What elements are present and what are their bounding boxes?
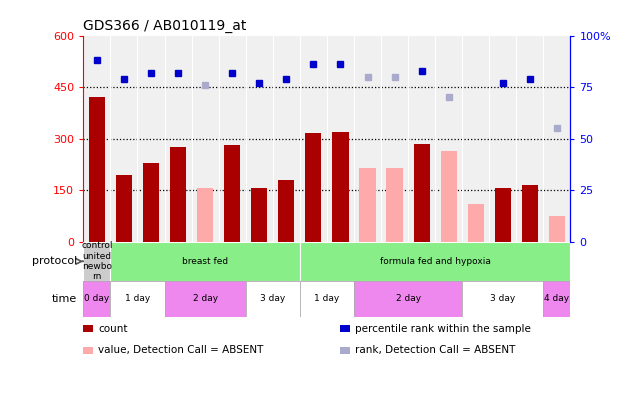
Bar xyxy=(88,97,105,242)
Text: percentile rank within the sample: percentile rank within the sample xyxy=(355,324,531,334)
Bar xyxy=(462,281,544,317)
Bar xyxy=(332,132,349,242)
Text: 1 day: 1 day xyxy=(314,295,340,303)
Text: 0 day: 0 day xyxy=(84,295,110,303)
Bar xyxy=(360,168,376,242)
Text: rank, Detection Call = ABSENT: rank, Detection Call = ABSENT xyxy=(355,345,515,356)
Text: protocol: protocol xyxy=(31,256,77,267)
Bar xyxy=(197,188,213,242)
Bar xyxy=(116,175,132,242)
Bar xyxy=(251,188,267,242)
Text: GDS366 / AB010119_at: GDS366 / AB010119_at xyxy=(83,19,247,33)
Bar xyxy=(354,281,462,317)
Text: 2 day: 2 day xyxy=(192,295,218,303)
Bar xyxy=(522,185,538,242)
Bar xyxy=(170,147,186,242)
Text: formula fed and hypoxia: formula fed and hypoxia xyxy=(379,257,490,266)
Bar xyxy=(110,242,300,281)
Bar xyxy=(110,281,165,317)
Bar xyxy=(278,180,294,242)
Text: breast fed: breast fed xyxy=(182,257,228,266)
Bar xyxy=(549,216,565,242)
Text: count: count xyxy=(99,324,128,334)
Text: value, Detection Call = ABSENT: value, Detection Call = ABSENT xyxy=(99,345,264,356)
Text: time: time xyxy=(52,294,77,304)
Bar xyxy=(224,145,240,242)
Bar xyxy=(246,281,300,317)
Bar xyxy=(544,281,570,317)
Bar xyxy=(440,150,457,242)
Text: control
united
newbo
rn: control united newbo rn xyxy=(81,241,113,282)
Bar xyxy=(143,163,159,242)
Text: 3 day: 3 day xyxy=(490,295,515,303)
Bar xyxy=(387,168,403,242)
Bar xyxy=(305,133,322,242)
Text: 4 day: 4 day xyxy=(544,295,569,303)
Bar xyxy=(300,242,570,281)
Bar xyxy=(300,281,354,317)
Bar xyxy=(83,281,110,317)
Text: 3 day: 3 day xyxy=(260,295,285,303)
Bar xyxy=(165,281,246,317)
Text: 1 day: 1 day xyxy=(125,295,150,303)
Bar xyxy=(413,144,429,242)
Bar xyxy=(495,188,511,242)
Bar xyxy=(83,242,110,281)
Bar xyxy=(468,204,484,242)
Text: 2 day: 2 day xyxy=(395,295,420,303)
